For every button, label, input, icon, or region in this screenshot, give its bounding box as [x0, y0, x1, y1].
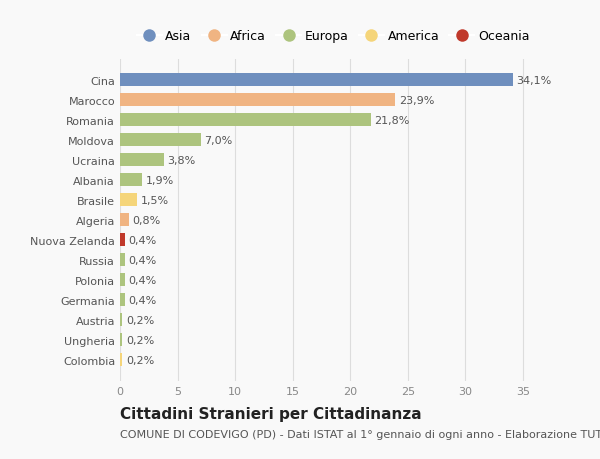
Bar: [120, 274, 125, 286]
Text: 0,2%: 0,2%: [126, 335, 154, 345]
Bar: [120, 254, 125, 267]
Bar: [120, 313, 122, 326]
Text: 0,4%: 0,4%: [128, 295, 157, 305]
Text: 0,4%: 0,4%: [128, 235, 157, 245]
Bar: [120, 294, 125, 307]
Bar: [120, 134, 200, 147]
Text: Cittadini Stranieri per Cittadinanza: Cittadini Stranieri per Cittadinanza: [120, 406, 422, 421]
Bar: [120, 154, 164, 167]
Text: 0,4%: 0,4%: [128, 255, 157, 265]
Legend: Asia, Africa, Europa, America, Oceania: Asia, Africa, Europa, America, Oceania: [134, 28, 532, 45]
Text: 0,4%: 0,4%: [128, 275, 157, 285]
Bar: [120, 174, 142, 187]
Text: 1,9%: 1,9%: [145, 175, 173, 185]
Text: 7,0%: 7,0%: [204, 135, 232, 146]
Bar: [120, 234, 125, 247]
Text: 3,8%: 3,8%: [167, 156, 196, 166]
Bar: [120, 353, 122, 366]
Bar: [120, 74, 512, 87]
Bar: [120, 94, 395, 107]
Text: 23,9%: 23,9%: [398, 96, 434, 106]
Bar: [120, 214, 129, 227]
Bar: [120, 334, 122, 347]
Text: 0,8%: 0,8%: [133, 215, 161, 225]
Text: 21,8%: 21,8%: [374, 116, 410, 126]
Text: 34,1%: 34,1%: [516, 76, 551, 86]
Bar: [120, 114, 371, 127]
Text: 0,2%: 0,2%: [126, 355, 154, 365]
Bar: [120, 194, 137, 207]
Text: 1,5%: 1,5%: [141, 196, 169, 205]
Text: 0,2%: 0,2%: [126, 315, 154, 325]
Text: COMUNE DI CODEVIGO (PD) - Dati ISTAT al 1° gennaio di ogni anno - Elaborazione T: COMUNE DI CODEVIGO (PD) - Dati ISTAT al …: [120, 429, 600, 439]
